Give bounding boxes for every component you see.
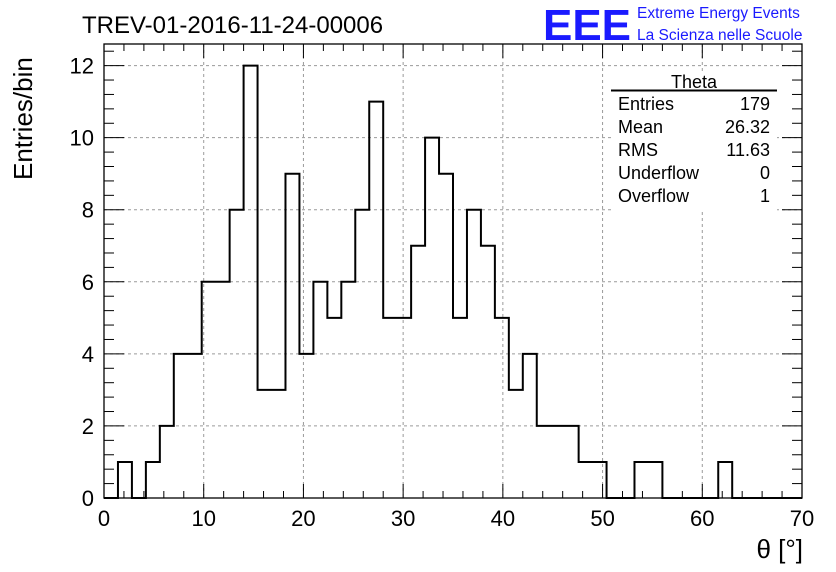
stats-mean-value: 26.32 xyxy=(725,117,770,137)
x-tick-label: 40 xyxy=(491,506,515,531)
logo-mark: EEE xyxy=(543,1,631,50)
x-tick-label: 50 xyxy=(590,506,614,531)
histogram-bin xyxy=(118,462,132,498)
chart-title: TREV-01-2016-11-24-00006 xyxy=(82,12,383,39)
histogram-bin xyxy=(579,462,593,498)
x-tick-label: 0 xyxy=(98,506,110,531)
stats-underflow-value: 0 xyxy=(760,163,770,183)
histogram-bin xyxy=(383,318,397,498)
histogram-bin xyxy=(551,426,565,498)
stats-box: Theta Entries 179 Mean 26.32 RMS 11.63 U… xyxy=(611,72,777,212)
logo-line-1: Extreme Energy Events xyxy=(637,5,800,22)
logo-line-2: La Scienza nelle Scuole xyxy=(637,27,802,44)
stats-rms-label: RMS xyxy=(618,140,658,160)
histogram-outline xyxy=(104,64,802,499)
histogram-bin xyxy=(718,462,732,498)
histogram-bin xyxy=(593,462,607,498)
histogram-bin xyxy=(174,354,188,498)
histogram-bin xyxy=(411,246,425,498)
histogram-bin xyxy=(299,354,313,498)
histogram-bin xyxy=(509,390,523,498)
x-tick-labels: 0 10 20 30 40 50 60 70 xyxy=(98,506,814,531)
stats-underflow-label: Underflow xyxy=(618,163,700,183)
x-tick-label: 20 xyxy=(291,506,315,531)
histogram-bin xyxy=(425,138,439,498)
eee-logo: EEE Extreme Energy Events La Scienza nel… xyxy=(543,1,802,50)
histogram-bin xyxy=(146,462,160,498)
y-tick-label: 4 xyxy=(82,342,94,367)
stats-title: Theta xyxy=(671,72,718,92)
x-tick-label: 60 xyxy=(690,506,714,531)
stats-overflow-label: Overflow xyxy=(618,186,690,206)
x-axis-label: θ [°] xyxy=(756,534,803,564)
histogram-bin xyxy=(369,102,383,498)
y-tick-labels: 0 2 4 6 8 10 12 xyxy=(70,54,94,511)
stats-mean-label: Mean xyxy=(618,117,663,137)
x-tick-label: 10 xyxy=(191,506,215,531)
histogram-bin xyxy=(313,282,327,498)
histogram-bin xyxy=(439,174,453,498)
stats-rms-value: 11.63 xyxy=(726,140,770,160)
stats-overflow-value: 1 xyxy=(760,186,770,206)
axis-ticks xyxy=(103,44,803,499)
histogram-bin xyxy=(327,318,341,498)
histogram-bin xyxy=(258,390,272,498)
y-tick-label: 6 xyxy=(82,270,94,295)
histogram-bin xyxy=(453,318,467,498)
y-tick-label: 2 xyxy=(82,414,94,439)
y-tick-label: 0 xyxy=(82,486,94,511)
stats-entries-value: 179 xyxy=(740,94,770,114)
histogram-bin xyxy=(495,318,509,498)
histogram-bin xyxy=(216,282,230,498)
x-tick-label: 30 xyxy=(391,506,415,531)
histogram-bin xyxy=(648,462,662,498)
y-tick-label: 8 xyxy=(82,198,94,223)
histogram-bin xyxy=(160,426,174,498)
y-tick-label: 12 xyxy=(70,54,94,79)
stats-box-background xyxy=(611,72,777,212)
stats-entries-label: Entries xyxy=(618,94,674,114)
histogram-bin xyxy=(481,246,495,498)
y-tick-label: 10 xyxy=(70,126,94,151)
y-axis-label: Entries/bin xyxy=(8,57,38,180)
x-tick-label: 70 xyxy=(790,506,814,531)
plot-frame xyxy=(103,43,803,499)
histogram-bin xyxy=(285,174,299,498)
histogram-bin xyxy=(341,282,355,498)
histogram-bin xyxy=(397,318,411,498)
histogram-bin xyxy=(634,462,648,498)
histogram-bin xyxy=(537,426,551,498)
histogram-bin xyxy=(272,390,286,498)
histogram-bin xyxy=(565,426,579,498)
